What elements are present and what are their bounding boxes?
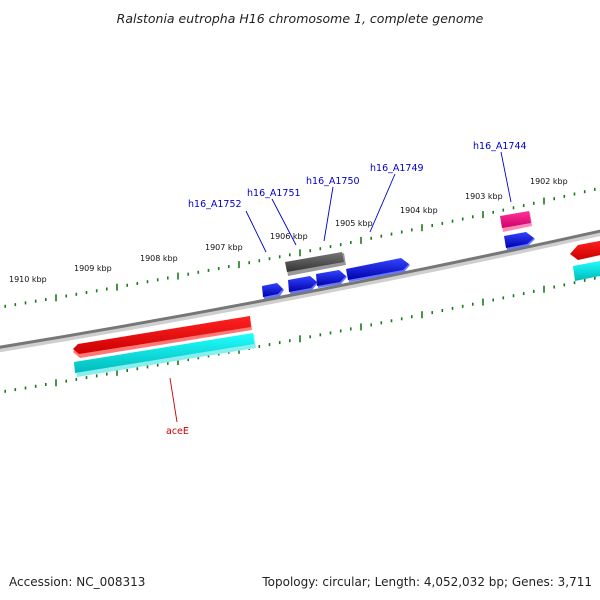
leader-h16_A1750	[323, 186, 334, 242]
gene-label-h16_A1750[interactable]: h16_A1750	[306, 176, 360, 187]
gene-label-h16_A1752[interactable]: h16_A1752	[188, 199, 242, 210]
backbone-shadow	[0, 230, 600, 353]
kbp-label-1905: 1905 kbp	[335, 219, 373, 228]
leader-aceE	[169, 377, 178, 423]
gene-label-aceE[interactable]: aceE	[166, 426, 189, 437]
gene-label-h16_A1751[interactable]: h16_A1751	[247, 188, 301, 199]
chromosome-backbone	[0, 229, 600, 349]
leader-h16_A1744	[500, 151, 512, 203]
gene-h16_A1752-arrow[interactable]	[262, 283, 283, 297]
leader-h16_A1751	[271, 198, 297, 246]
kbp-label-1910: 1910 kbp	[9, 275, 47, 284]
gene-label-h16_A1749[interactable]: h16_A1749	[370, 163, 424, 174]
accession-text: Accession: NC_008313	[9, 575, 145, 589]
genes-reverse	[73, 316, 256, 377]
scale-track-upper	[4, 187, 596, 308]
genome-summary-text: Topology: circular; Length: 4,052,032 bp…	[261, 575, 592, 589]
gene-aceE-arrow[interactable]	[73, 316, 251, 354]
kbp-label-1909: 1909 kbp	[74, 264, 112, 273]
gene-blue-arrow[interactable]	[504, 232, 534, 248]
gene-labels: h16_A1752 h16_A1751 h16_A1750 h16_A1749 …	[166, 141, 527, 437]
kbp-label-1907: 1907 kbp	[205, 243, 243, 252]
gene-h16_A1750-block[interactable]	[285, 252, 344, 272]
kbp-label-1908: 1908 kbp	[140, 254, 178, 263]
label-leaders	[169, 151, 512, 423]
scale-labels: 1910 kbp 1909 kbp 1908 kbp 1907 kbp 1906…	[9, 177, 568, 284]
gene-aceE-cds-block[interactable]	[74, 333, 254, 373]
gene-cyan-block-right[interactable]	[573, 260, 600, 281]
kbp-label-1903: 1903 kbp	[465, 192, 503, 201]
kbp-label-1906: 1906 kbp	[270, 232, 308, 241]
genes-forward	[262, 211, 600, 299]
gene-red-arrow-right[interactable]	[570, 240, 600, 260]
kbp-label-1902: 1902 kbp	[530, 177, 568, 186]
gene-h16_A1749-arrow[interactable]	[346, 258, 409, 280]
map-title: Ralstonia eutropha H16 chromosome 1, com…	[117, 11, 484, 26]
leader-h16_A1752	[245, 210, 267, 253]
gene-label-h16_A1744[interactable]: h16_A1744	[473, 141, 527, 152]
gene-h16_A1744-block[interactable]	[500, 211, 531, 228]
gene-h16_A1751-arrow[interactable]	[288, 276, 317, 292]
gene-blue-arrow[interactable]	[316, 270, 346, 286]
leader-h16_A1749	[369, 173, 396, 233]
kbp-label-1904: 1904 kbp	[400, 206, 438, 215]
